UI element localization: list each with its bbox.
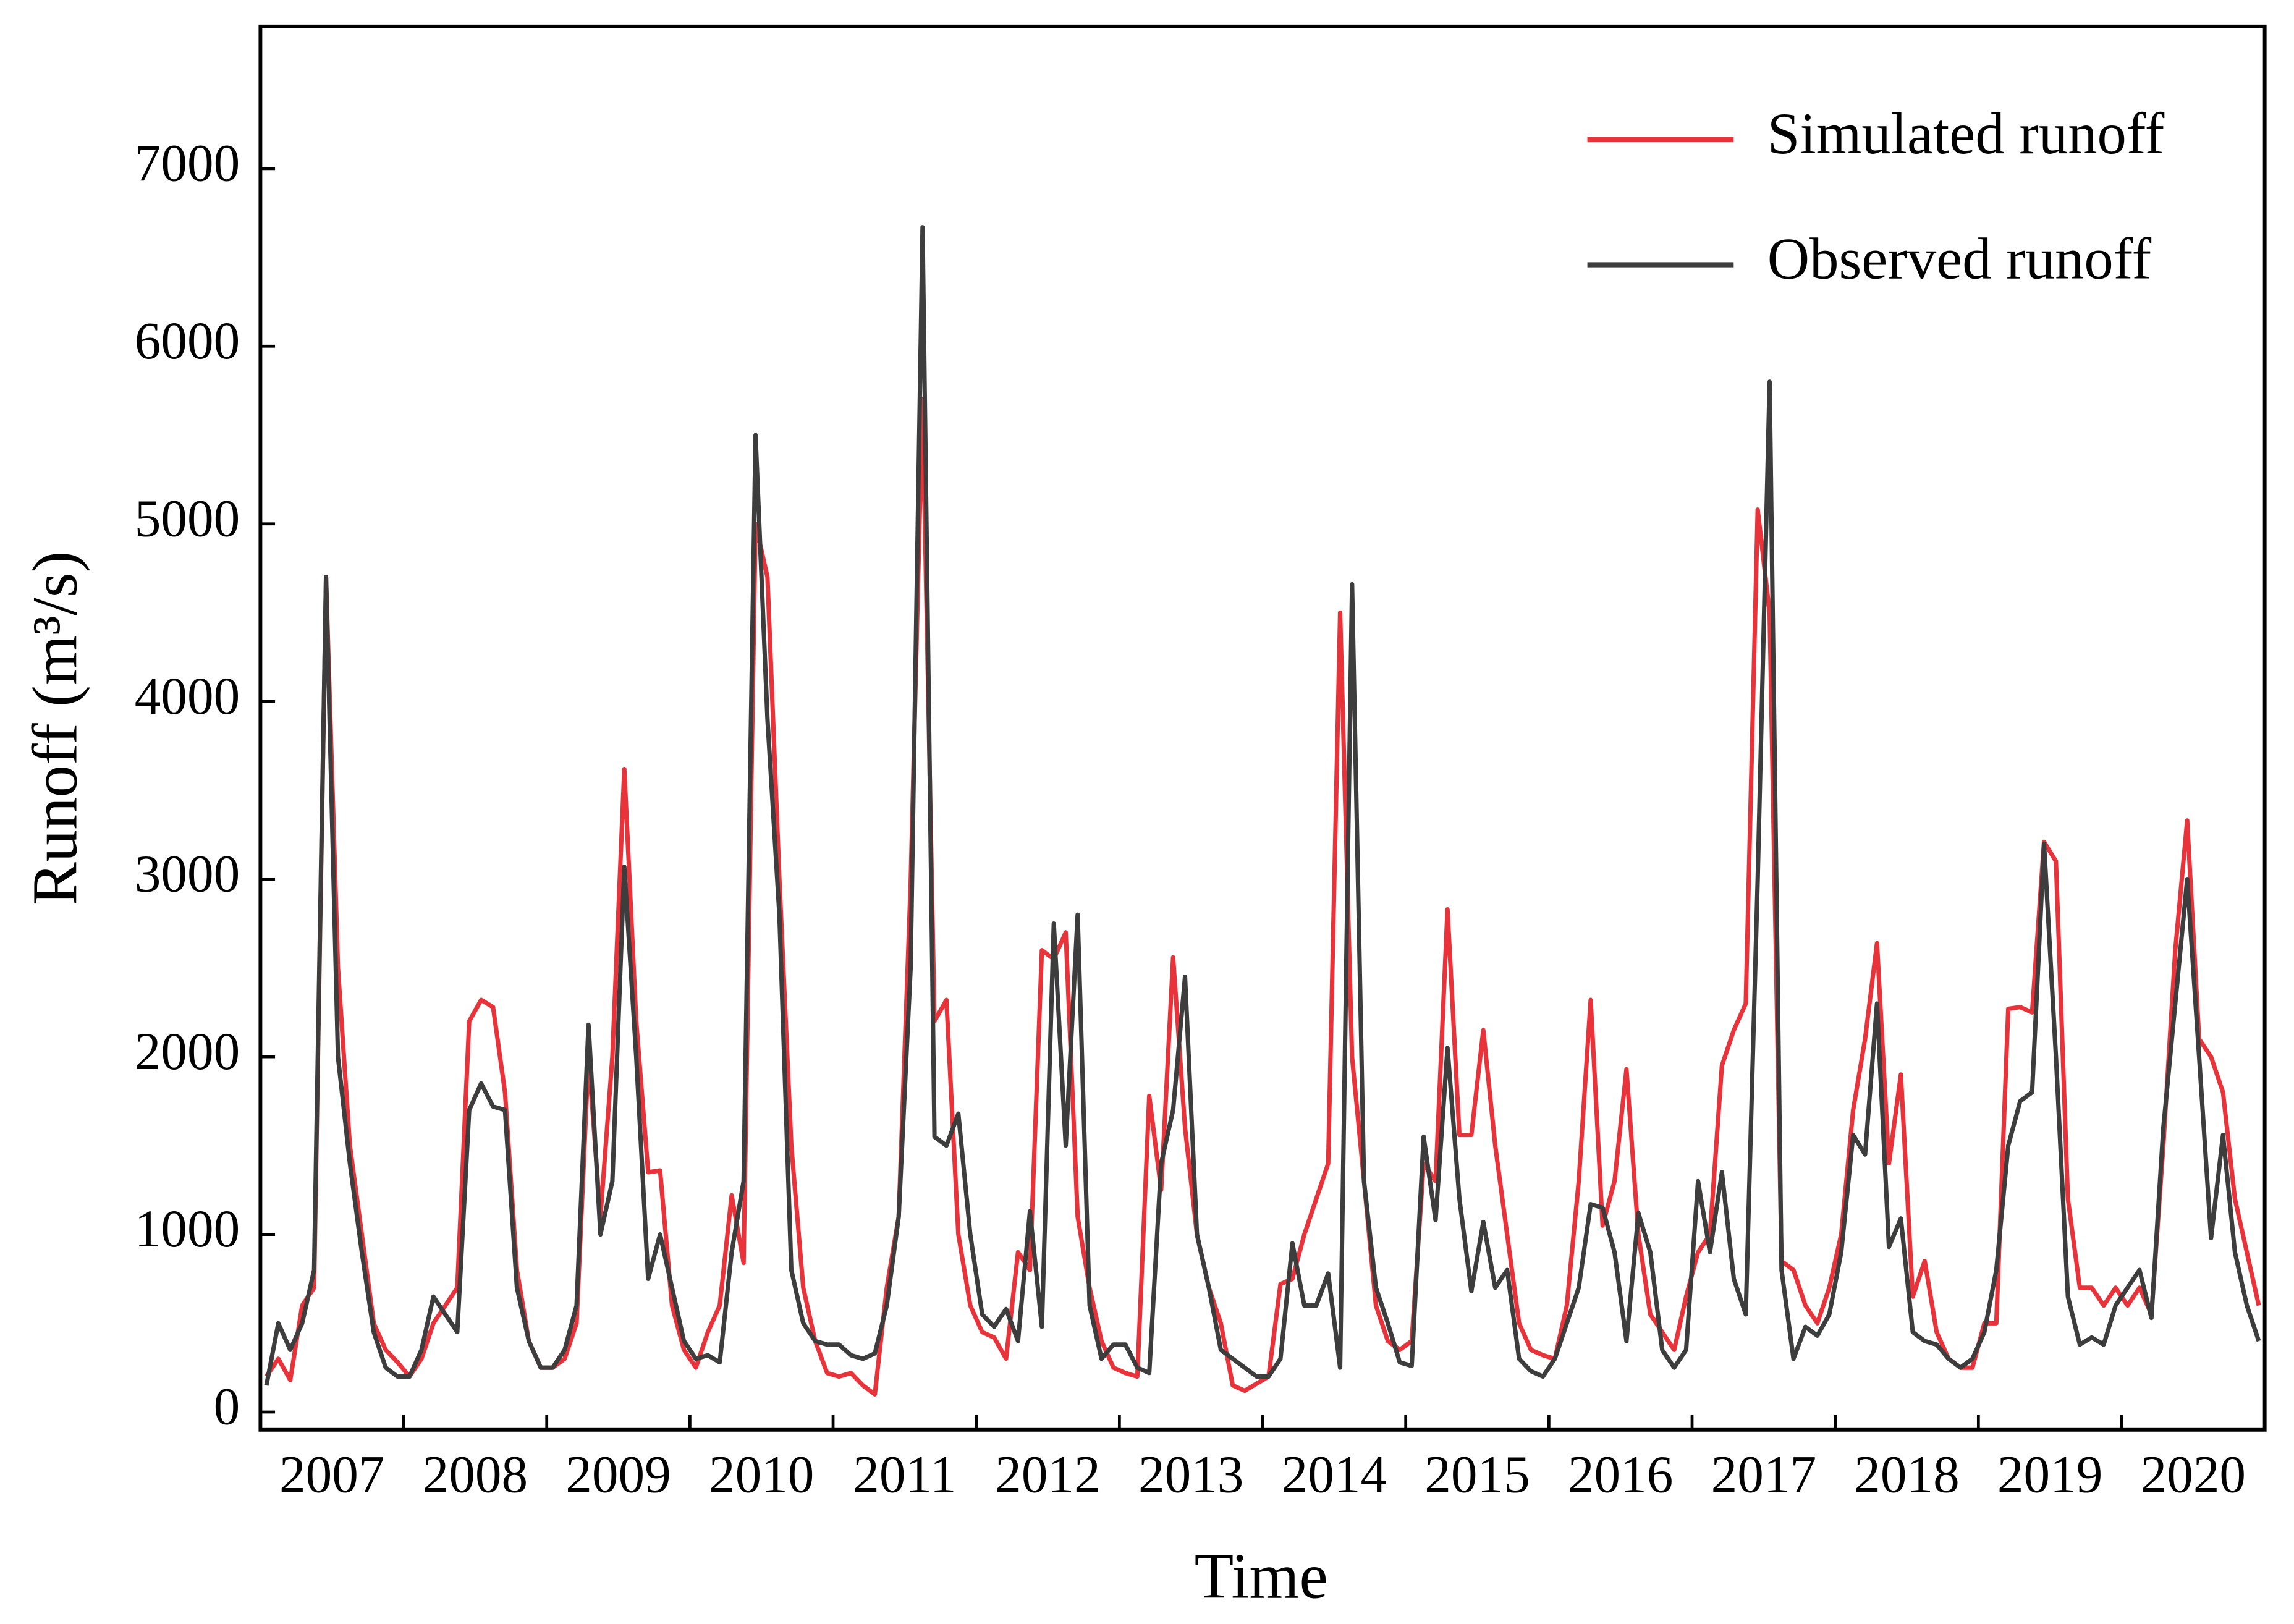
- x-tick-label: 2018: [1854, 1445, 1959, 1503]
- x-tick-label: 2019: [1997, 1445, 2102, 1503]
- x-tick-label: 2012: [995, 1445, 1100, 1503]
- legend-label: Observed runoff: [1767, 226, 2152, 291]
- y-axis-title: Runoff (m³/s): [19, 551, 91, 905]
- legend-label: Simulated runoff: [1767, 101, 2165, 166]
- x-tick-label: 2007: [279, 1445, 384, 1503]
- line-series: [264, 225, 2261, 1386]
- x-tick-label: 2011: [853, 1445, 956, 1503]
- y-tick-label: 3000: [135, 845, 240, 903]
- x-tick-label: 2013: [1138, 1445, 1243, 1503]
- x-tick-label: 2017: [1711, 1445, 1816, 1503]
- x-tick-label: 2008: [423, 1445, 528, 1503]
- y-tick-label: 1000: [135, 1200, 240, 1258]
- x-tick-label: 2015: [1424, 1445, 1530, 1503]
- x-tick-label: 2016: [1568, 1445, 1673, 1503]
- y-tick-label: 7000: [135, 134, 240, 192]
- plot-frame: [258, 24, 2267, 1432]
- y-tick-label: 2000: [135, 1023, 240, 1081]
- y-tick-label: 6000: [135, 312, 240, 370]
- x-tick-label: 2014: [1282, 1445, 1387, 1503]
- y-tick-label: 4000: [135, 667, 240, 725]
- x-tick-label: 2009: [565, 1445, 671, 1503]
- x-tick-label: 2020: [2141, 1445, 2246, 1503]
- line-series: [265, 397, 2261, 1397]
- y-tick-label: 5000: [135, 489, 240, 548]
- y-tick-label: 0: [214, 1377, 240, 1436]
- x-axis-title: Time: [1195, 1540, 1328, 1612]
- x-tick-label: 2010: [709, 1445, 814, 1503]
